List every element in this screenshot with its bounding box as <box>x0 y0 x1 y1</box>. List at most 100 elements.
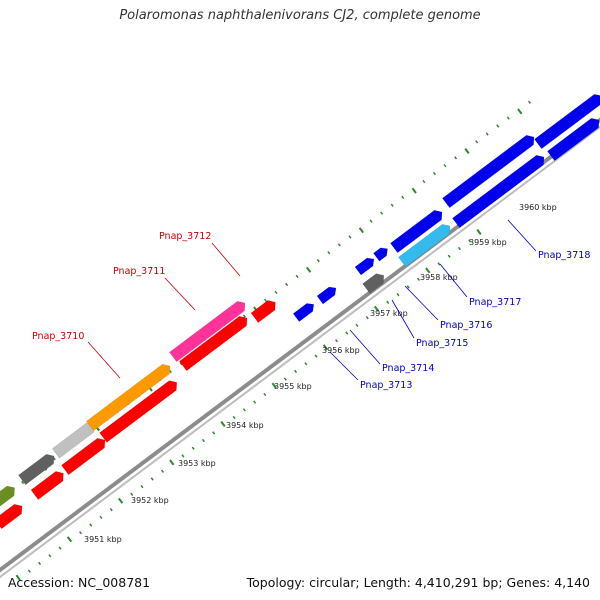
gene-block-red <box>250 300 276 323</box>
gene-label-leader <box>507 219 537 252</box>
kbp-marker-label: 3951 kbp <box>84 535 122 544</box>
outer-scale-tick <box>327 251 331 255</box>
inner-scale-tick <box>457 246 461 251</box>
outer-scale-tick <box>454 156 458 160</box>
outer-scale-tick <box>527 100 531 104</box>
gene-label-leader <box>211 242 241 277</box>
outer-scale-tick <box>506 116 510 120</box>
gene-label-leader <box>404 285 439 321</box>
gene-label-leader <box>164 277 196 311</box>
kbp-marker-label: 3957 kbp <box>370 309 408 318</box>
inner-scale-tick <box>253 400 257 404</box>
gene-block-red <box>0 503 23 530</box>
gene-block-blue <box>292 303 315 322</box>
inner-scale-tick <box>365 316 369 320</box>
accession-label: Accession: NC_008781 <box>8 575 151 590</box>
inner-scale-tick <box>220 421 226 427</box>
inner-scale-tick <box>201 438 205 443</box>
gene-label: Pnap_3718 <box>538 250 590 261</box>
gene-block-blue <box>547 117 600 162</box>
outer-scale-tick <box>390 203 394 207</box>
inner-scale-tick <box>416 277 420 281</box>
outer-scale-tick <box>517 108 523 115</box>
gene-block-red <box>61 437 106 476</box>
outer-scale-tick <box>337 243 341 247</box>
inner-scale-tick <box>386 300 390 304</box>
gene-label: Pnap_3714 <box>382 363 434 374</box>
outer-scale-tick <box>285 282 289 287</box>
gene-label: Pnap_3717 <box>469 297 521 308</box>
inner-scale-tick <box>169 459 175 466</box>
gene-block-olive <box>0 485 15 507</box>
outer-scale-tick <box>358 227 365 234</box>
inner-scale-tick <box>447 254 451 258</box>
gene-label: Pnap_3715 <box>416 338 468 349</box>
outer-scale-tick <box>380 211 384 215</box>
gene-block-dark-gray <box>18 453 55 486</box>
outer-scale-tick <box>295 274 299 279</box>
inner-scale-tick <box>130 492 134 496</box>
outer-scale-tick <box>475 140 479 144</box>
outer-scale-tick <box>496 124 500 128</box>
gene-block-blue <box>354 257 375 276</box>
inner-scale-tick <box>118 497 124 504</box>
inner-scale-tick <box>181 454 185 458</box>
gene-block-blue <box>534 93 600 150</box>
topology-label: Topology: circular; Length: 4,410,291 bp… <box>246 575 590 590</box>
gene-block-red <box>30 471 64 500</box>
inner-scale-tick <box>283 377 287 381</box>
gene-label: Pnap_3710 <box>32 331 84 342</box>
inner-scale-tick <box>294 369 298 374</box>
inner-scale-tick <box>109 508 113 512</box>
inner-scale-tick <box>140 484 144 489</box>
outer-scale-tick <box>401 195 405 199</box>
gene-block-red <box>99 380 178 443</box>
gene-block-blue <box>452 154 545 229</box>
gene-block-dark-gray <box>362 273 385 294</box>
gene-label: Pnap_3711 <box>113 266 165 277</box>
gene-block-red <box>179 315 248 372</box>
kbp-marker-label: 3956 kbp <box>322 346 360 355</box>
inner-scale-tick <box>345 331 349 335</box>
outer-scale-tick <box>369 219 373 223</box>
outer-scale-tick <box>274 290 278 295</box>
gene-label-leader <box>329 351 359 381</box>
gene-label-leader <box>87 341 121 379</box>
gene-label: Pnap_3716 <box>440 320 492 331</box>
outer-scale-tick <box>348 235 352 239</box>
inner-scale-tick <box>79 531 83 535</box>
gene-label-leader <box>439 263 468 298</box>
inner-scale-tick <box>406 285 410 289</box>
gene-block-blue <box>316 286 337 305</box>
kbp-marker-label: 3955 kbp <box>274 382 312 391</box>
kbp-marker-label: 3954 kbp <box>226 421 264 430</box>
inner-scale-tick <box>335 339 339 343</box>
kbp-marker-label: 3959 kbp <box>469 238 507 247</box>
gene-block-blue <box>373 247 388 262</box>
outer-scale-tick <box>316 259 320 263</box>
inner-scale-tick <box>48 554 52 558</box>
inner-scale-tick <box>38 561 42 566</box>
outer-scale-tick <box>464 148 470 154</box>
outer-scale-tick <box>242 314 246 318</box>
outer-scale-tick <box>263 298 267 302</box>
outer-scale-tick <box>443 163 447 168</box>
inner-scale-tick <box>437 262 441 266</box>
outer-scale-tick <box>432 171 436 176</box>
outer-scale-tick <box>179 361 183 366</box>
outer-scale-tick <box>305 266 312 273</box>
outer-scale-tick <box>422 179 426 184</box>
inner-scale-tick <box>476 229 482 235</box>
inner-scale-tick <box>322 344 329 351</box>
map-title: Polaromonas naphthalenivorans CJ2, compl… <box>119 8 481 23</box>
inner-scale-tick <box>468 239 472 243</box>
inner-scale-tick <box>27 569 31 573</box>
inner-scale-tick <box>89 523 93 527</box>
inner-scale-tick <box>212 431 216 435</box>
kbp-marker-label: 3952 kbp <box>131 496 169 505</box>
inner-scale-tick <box>15 574 21 581</box>
outer-scale-tick <box>411 187 417 194</box>
gene-label-leader <box>391 299 415 339</box>
inner-scale-tick <box>396 292 400 297</box>
